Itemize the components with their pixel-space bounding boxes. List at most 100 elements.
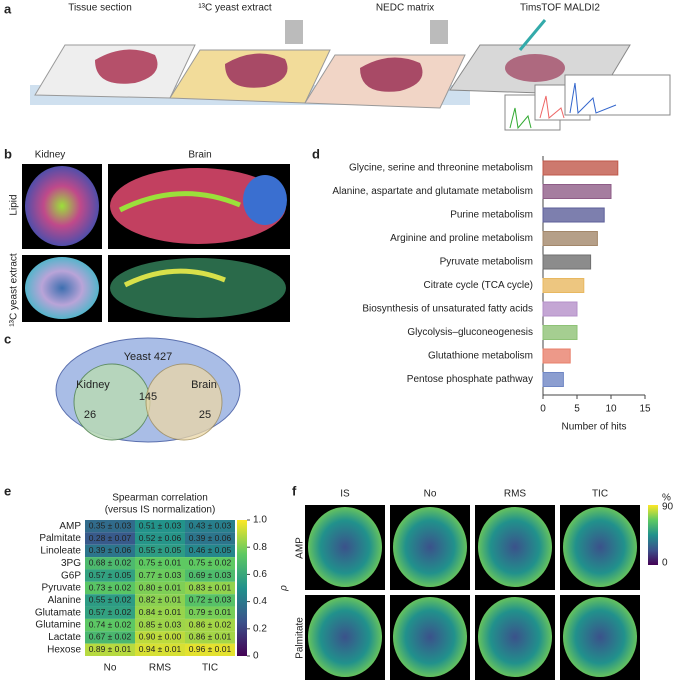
venn-label: Kidney <box>76 379 110 391</box>
cell-label: 0.94 ± 0.01 <box>139 644 182 654</box>
venn-count: 25 <box>199 409 211 421</box>
cell-label: 0.90 ± 0.00 <box>139 632 182 642</box>
heatmap-cell <box>185 618 235 632</box>
x-tick-label: 15 <box>639 404 651 415</box>
x-axis-label: Number of hits <box>561 422 626 433</box>
cell-label: 0.96 ± 0.01 <box>189 644 232 654</box>
colorbar-tick: 0 <box>253 651 259 662</box>
cell-label: 0.57 ± 0.02 <box>89 607 132 617</box>
heatmap-cell <box>135 606 185 619</box>
venn-count: 26 <box>84 409 96 421</box>
y-tick-label: Biosynthesis of unsaturated fatty acids <box>362 304 533 315</box>
panel-label: a <box>4 1 12 16</box>
row-label: Lipid <box>9 194 20 215</box>
heatmap-cell <box>85 569 135 582</box>
step-label: Tissue section <box>68 3 132 14</box>
colorbar-tick: 90 <box>662 502 674 513</box>
heatmap-cell <box>135 557 185 570</box>
bar <box>542 372 564 387</box>
y-tick-label: Pyruvate metabolism <box>440 257 533 268</box>
heatmap-title: Spearman correlation <box>112 493 208 504</box>
y-tick-label: Arginine and proline metabolism <box>390 233 533 244</box>
bar <box>542 207 605 223</box>
venn-label: Brain <box>191 379 217 391</box>
heatmap-cell <box>85 606 135 619</box>
column-label: No <box>104 663 117 674</box>
row-label: AMP <box>295 537 306 559</box>
row-label: Palmitate <box>295 617 306 659</box>
y-tick-label: Glycine, serine and threonine metabolism <box>349 163 533 174</box>
row-label: Alanine <box>48 595 82 606</box>
row-label: Glutamine <box>35 620 81 631</box>
heatmap-cell <box>185 557 235 570</box>
y-tick-label: Alanine, aspartate and glutamate metabol… <box>332 186 533 197</box>
venn-count: 145 <box>139 391 157 403</box>
bar <box>542 278 585 293</box>
column-label: RMS <box>149 663 172 674</box>
row-label: G6P <box>61 570 81 581</box>
row-label: Glutamate <box>35 607 82 618</box>
cell-label: 0.84 ± 0.01 <box>139 607 182 617</box>
heatmap-cell <box>185 569 235 582</box>
column-label: No <box>424 489 437 500</box>
heatmap-cell <box>85 594 135 607</box>
cell-label: 0.67 ± 0.02 <box>89 632 132 642</box>
cell-label: 0.43 ± 0.03 <box>189 520 232 530</box>
step-label: ¹³C yeast extract <box>198 3 272 14</box>
heatmap-cell <box>135 594 185 607</box>
venn-label: Yeast 427 <box>124 351 173 363</box>
heatmap-cell <box>185 594 235 607</box>
x-tick-label: 5 <box>574 404 580 415</box>
tissue-images <box>22 164 290 322</box>
heatmap-cell <box>85 581 135 595</box>
row-label: AMP <box>59 521 81 532</box>
cell-label: 0.51 ± 0.03 <box>139 520 182 530</box>
colorbar-tick: 0 <box>662 558 668 569</box>
y-tick-label: Citrate cycle (TCA cycle) <box>424 280 533 291</box>
colorbar-tick: 0.8 <box>253 542 267 553</box>
panel-label: b <box>4 146 12 161</box>
row-label: Linoleate <box>40 546 81 557</box>
cell-label: 0.57 ± 0.05 <box>89 570 132 580</box>
heatmap-cell <box>135 643 185 656</box>
cell-label: 0.55 ± 0.05 <box>139 545 182 555</box>
heatmap-cell <box>185 606 235 619</box>
bar <box>542 325 578 340</box>
heatmap-cell <box>135 544 185 558</box>
y-tick-label: Glycolysis–gluconeogenesis <box>407 327 533 338</box>
cell-label: 0.39 ± 0.06 <box>89 545 132 555</box>
bar <box>542 254 592 270</box>
column-label: Brain <box>188 150 211 161</box>
cell-label: 0.68 ± 0.02 <box>89 558 132 568</box>
cell-label: 0.55 ± 0.02 <box>89 595 132 605</box>
heatmap-cell <box>185 532 235 545</box>
colorbar-tick: 0.2 <box>253 623 267 634</box>
cell-label: 0.46 ± 0.05 <box>189 545 232 555</box>
heatmap-cell <box>85 618 135 632</box>
cell-label: 0.89 ± 0.01 <box>89 644 132 654</box>
heatmap-cell <box>85 520 135 533</box>
colorbar-unit: % <box>662 493 671 504</box>
heatmap-cell <box>85 643 135 656</box>
colorbar-tick: 0.4 <box>253 596 267 607</box>
colorbar-tick: 1.0 <box>253 515 267 526</box>
bar <box>542 348 571 364</box>
bar <box>542 184 612 199</box>
colorbar <box>237 520 247 656</box>
row-label: ¹³C yeast extract <box>9 253 20 327</box>
cell-label: 0.75 ± 0.02 <box>189 558 232 568</box>
heatmap-cell <box>135 569 185 582</box>
heatmap-cell <box>185 520 235 533</box>
bar <box>542 231 598 246</box>
column-label: TIC <box>202 663 218 674</box>
colorbar <box>648 505 658 565</box>
cell-label: 0.39 ± 0.06 <box>189 533 232 543</box>
cell-label: 0.86 ± 0.01 <box>189 632 232 642</box>
column-label: RMS <box>504 489 527 500</box>
heatmap-subtitle: (versus IS normalization) <box>105 505 216 516</box>
cell-label: 0.28 ± 0.07 <box>89 533 132 543</box>
heatmap-cell <box>135 581 185 595</box>
cell-label: 0.74 ± 0.02 <box>89 619 132 629</box>
bar <box>542 160 619 176</box>
